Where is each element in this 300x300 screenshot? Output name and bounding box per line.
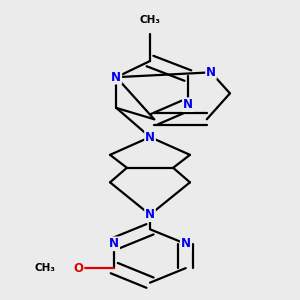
Text: N: N — [109, 237, 119, 250]
Text: O: O — [74, 262, 83, 275]
Text: CH₃: CH₃ — [140, 15, 160, 26]
Text: N: N — [206, 66, 216, 79]
Text: N: N — [145, 208, 155, 221]
Text: N: N — [183, 98, 193, 111]
Text: N: N — [181, 237, 191, 250]
Text: CH₃: CH₃ — [34, 263, 56, 273]
Text: N: N — [145, 130, 155, 144]
Text: N: N — [111, 71, 121, 84]
